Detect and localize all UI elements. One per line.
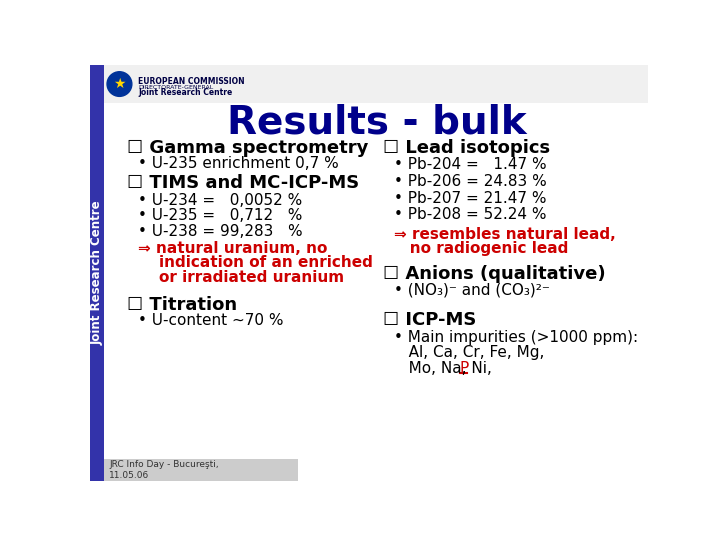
Text: • U-content ~70 %: • U-content ~70 % — [138, 313, 284, 328]
Text: • U-235 =   0,712   %: • U-235 = 0,712 % — [138, 208, 302, 223]
Text: no radiogenic lead: no radiogenic lead — [394, 241, 568, 256]
Text: • U-235 enrichment 0,7 %: • U-235 enrichment 0,7 % — [138, 156, 339, 171]
Text: ☐ ICP-MS: ☐ ICP-MS — [383, 312, 477, 329]
FancyBboxPatch shape — [104, 65, 648, 103]
Text: ⇒ natural uranium, no: ⇒ natural uranium, no — [138, 240, 328, 255]
Text: ☐ Lead isotopics: ☐ Lead isotopics — [383, 139, 550, 157]
Text: indication of an enriched: indication of an enriched — [138, 255, 373, 270]
Text: Results - bulk: Results - bulk — [227, 104, 526, 141]
Text: P: P — [459, 361, 469, 376]
Text: • Pb-206 = 24.83 %: • Pb-206 = 24.83 % — [394, 174, 546, 190]
Text: • Pb-204 =   1.47 %: • Pb-204 = 1.47 % — [394, 157, 546, 172]
Text: ☐ Titration: ☐ Titration — [127, 296, 238, 314]
Text: Joint Research Centre: Joint Research Centre — [138, 88, 233, 97]
Circle shape — [107, 72, 132, 96]
Text: DIRECTORATE-GENERAL: DIRECTORATE-GENERAL — [138, 85, 213, 90]
Text: • U-234 =   0,0052 %: • U-234 = 0,0052 % — [138, 193, 302, 208]
Text: EUROPEAN COMMISSION: EUROPEAN COMMISSION — [138, 77, 245, 86]
Text: ☐ TIMS and MC-ICP-MS: ☐ TIMS and MC-ICP-MS — [127, 174, 359, 192]
FancyBboxPatch shape — [90, 65, 104, 481]
Text: ☐ Anions (qualitative): ☐ Anions (qualitative) — [383, 265, 606, 284]
Text: Mo, Na, Ni,: Mo, Na, Ni, — [394, 361, 497, 376]
Text: or irradiated uranium: or irradiated uranium — [138, 270, 344, 285]
Text: ⇒ resembles natural lead,: ⇒ resembles natural lead, — [394, 227, 616, 242]
Text: • Main impurities (>1000 ppm):: • Main impurities (>1000 ppm): — [394, 330, 638, 345]
FancyBboxPatch shape — [104, 459, 297, 481]
Text: Al, Ca, Cr, Fe, Mg,: Al, Ca, Cr, Fe, Mg, — [394, 345, 544, 360]
Text: • U-238 = 99,283   %: • U-238 = 99,283 % — [138, 224, 302, 239]
Text: • (NO₃)⁻ and (CO₃)²⁻: • (NO₃)⁻ and (CO₃)²⁻ — [394, 282, 549, 297]
Text: • Pb-207 = 21.47 %: • Pb-207 = 21.47 % — [394, 191, 546, 206]
Text: Joint Research Centre: Joint Research Centre — [91, 200, 104, 345]
Text: • Pb-208 = 52.24 %: • Pb-208 = 52.24 % — [394, 207, 546, 222]
Text: ☐ Gamma spectrometry: ☐ Gamma spectrometry — [127, 139, 369, 157]
Text: JRC Info Day - Bucureşti,
11.05.06: JRC Info Day - Bucureşti, 11.05.06 — [109, 460, 219, 480]
Text: ★: ★ — [113, 77, 126, 91]
